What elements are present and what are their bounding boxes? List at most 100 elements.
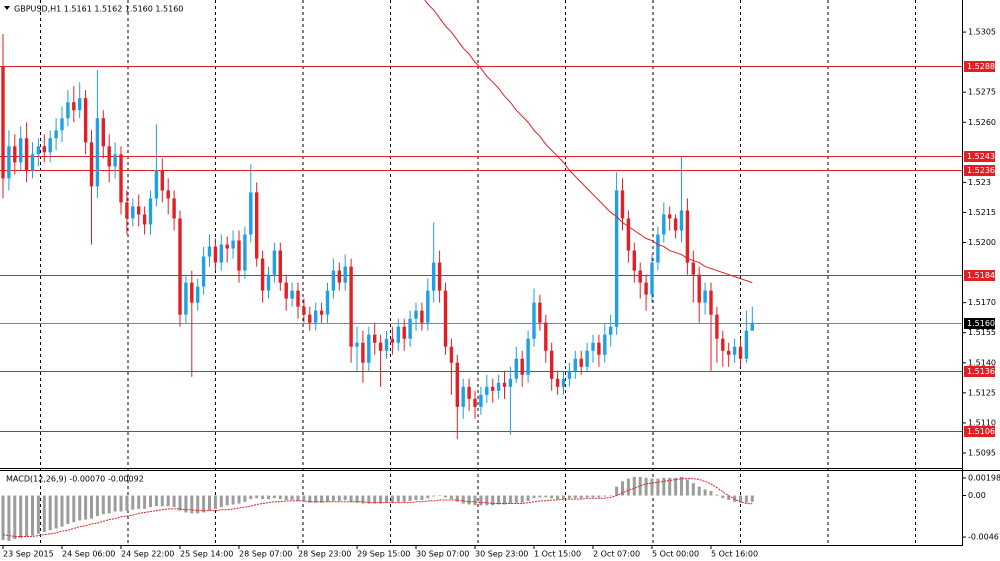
macd-bar [219,495,223,508]
macd-bar [143,495,147,509]
candle-body [367,334,371,363]
candle-body [7,146,11,179]
macd-bar [166,495,170,507]
candle-body [266,274,271,291]
candle-body [420,310,424,323]
level-label: 1.5288 [967,62,995,71]
macd-bar [638,476,642,496]
level-label: 1.5136 [967,367,995,376]
y-tick-label: 1.5140 [968,358,996,367]
candle-body [178,218,182,315]
candle-body [142,214,147,225]
candle-body [60,118,64,131]
macd-bar [408,495,412,501]
macd-bar [632,476,636,496]
macd-bar [373,495,377,504]
candle-body [508,378,513,387]
macd-bar [597,495,601,498]
candle-body [390,338,395,343]
candle-body [609,326,613,335]
macd-bar [414,495,418,500]
candle-body [402,326,406,339]
candle-body [727,350,731,355]
x-tick-label: 25 Sep 14:00 [180,550,233,559]
candle-body [685,210,690,263]
macd-bar [567,495,571,499]
macd-bar [656,478,660,496]
candle-body [632,250,636,271]
candle-body [160,170,164,191]
candle-body [361,342,365,363]
candle-body [614,190,619,327]
price-panel [0,0,962,439]
candle-body [449,346,454,363]
macd-bar [538,495,542,498]
candle-body [491,386,495,391]
labels: GBPUSD,H1 1.5161 1.5162 1.5160 1.5160 MA… [4,5,183,484]
macd-bar [119,495,123,512]
macd-bar [320,495,324,503]
macd-bar [615,486,619,496]
candle-body [721,338,725,351]
level-label: 1.5243 [967,152,995,161]
macd-bar [78,495,82,521]
candle-body [526,338,530,375]
y-tick-label: 1.523 [968,178,991,187]
macd-bar [284,495,288,500]
macd-bar [202,495,206,513]
macd-bar [113,495,117,512]
macd-bar [337,495,341,501]
macd-bar [491,495,495,506]
candle-body [260,258,265,291]
x-tick-label: 5 Oct 00:00 [652,550,699,559]
level-label: 1.5184 [967,271,995,280]
macd-bar [331,495,335,501]
y-tick-label: 1.5215 [968,208,996,217]
macd-bar [426,495,430,499]
candle-body [72,102,76,111]
macd-bar [485,495,489,506]
macd-bar [1,495,5,541]
y-tick-label: 0.00198 [968,473,1000,482]
y-tick-label: 1.5125 [968,388,996,397]
x-tick-label: 28 Sep 07:00 [239,550,292,559]
candle-body [148,198,153,225]
x-tick-label: 30 Sep 07:00 [416,550,469,559]
candle-body [744,330,749,359]
macd-bar [685,479,689,496]
macd-bar [95,495,99,517]
level-label-box [964,61,995,72]
y-tick-label: 1.5305 [968,28,996,37]
macd-bar [66,495,70,525]
macd-bar [674,477,678,496]
macd-bar [444,495,447,498]
y-tick-label: 0.00 [968,491,986,500]
macd-bar [379,495,383,504]
macd-bar [101,495,105,515]
macd-bar [213,495,217,509]
candle-body [656,234,660,263]
macd-bar [13,495,17,540]
macd-bar [420,495,424,500]
level-label-box [964,270,995,281]
candle-body [207,246,212,257]
macd-bar [90,495,93,519]
macd-bar [60,495,64,527]
macd-bar [367,495,371,504]
macd-bar [290,495,294,500]
candle-body [485,386,489,395]
candle-body [426,290,430,323]
macd-bar [449,495,453,500]
candle-body [302,306,306,315]
candle-body [626,218,631,251]
macd-bar [455,495,459,502]
candle-body [555,378,560,387]
last-price-box [964,318,995,329]
candle-body [83,98,88,143]
moving-average [424,0,753,284]
candle-body [154,170,159,199]
candle-body [319,310,324,315]
candle-body [709,290,713,315]
candle-body [184,282,188,315]
macd-bar [196,495,200,514]
